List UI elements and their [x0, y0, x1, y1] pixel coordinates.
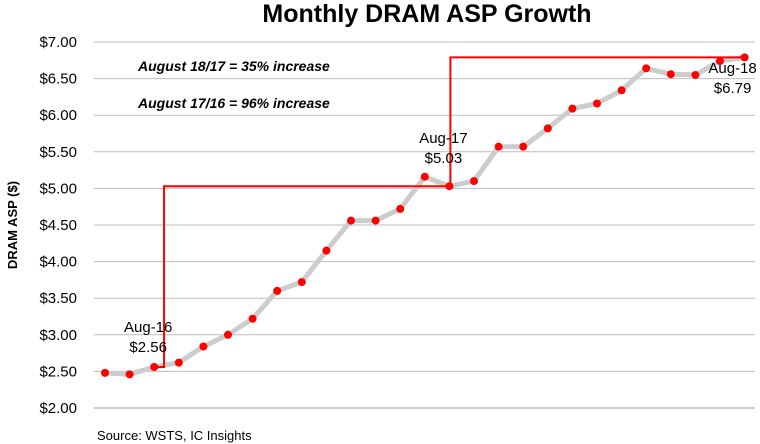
data-point: [224, 330, 232, 339]
data-point: [519, 142, 528, 151]
y-tick-label: $5.50: [39, 144, 77, 161]
data-point: [273, 286, 282, 295]
y-tick-label: $4.00: [39, 254, 77, 271]
data-point: [593, 99, 601, 108]
data-point: [716, 57, 724, 66]
data-label-value: $6.79: [714, 80, 752, 97]
data-point: [174, 358, 183, 367]
data-point: [322, 246, 331, 255]
y-tick-label: $5.00: [39, 180, 77, 197]
y-tick-label: $6.00: [39, 107, 77, 124]
data-point: [617, 86, 626, 95]
data-label-name: Aug-17: [419, 130, 467, 147]
data-point: [740, 53, 749, 62]
y-tick-label: $2.50: [39, 363, 77, 380]
data-point: [297, 278, 306, 287]
annotation-2017-vs-2016: August 17/16 = 96% increase: [137, 95, 330, 111]
y-tick-label: $7.00: [39, 34, 77, 51]
data-point: [470, 177, 478, 186]
data-point: [347, 216, 355, 225]
y-tick-label: $3.00: [39, 327, 77, 344]
annotation-2018-vs-2017: August 18/17 = 35% increase: [137, 58, 330, 74]
data-point: [125, 370, 134, 379]
y-tick-label: $3.50: [39, 290, 77, 307]
data-point: [371, 216, 380, 225]
data-point: [396, 204, 405, 213]
data-label-name: Aug-18: [708, 60, 756, 77]
y-tick-label: $6.50: [39, 71, 77, 88]
y-tick-label: $2.00: [39, 400, 77, 417]
data-point: [150, 363, 159, 372]
data-label-value: $2.56: [129, 339, 167, 356]
data-point: [691, 70, 700, 79]
y-axis-label: DRAM ASP ($): [5, 181, 20, 269]
data-point: [445, 182, 454, 191]
chart-title: Monthly DRAM ASP Growth: [262, 0, 591, 28]
source-note: Source: WSTS, IC Insights: [97, 428, 252, 443]
data-point: [666, 70, 675, 79]
data-point: [101, 368, 109, 377]
data-point: [199, 342, 208, 351]
data-point: [420, 172, 429, 181]
y-tick-label: $4.50: [39, 217, 77, 234]
data-label-name: Aug-16: [124, 319, 172, 336]
data-point: [248, 314, 257, 323]
y-tick-labels: $2.00 $2.50 $3.00 $3.50 $4.00 $4.50 $5.00 $5.50…: [39, 34, 77, 417]
data-point: [568, 104, 577, 113]
data-point: [494, 142, 503, 151]
data-markers: [101, 53, 749, 379]
step-line: [154, 56, 745, 369]
data-labels: Aug-16 $2.56 Aug-17 $5.03 Aug-18 $6.79: [124, 60, 757, 356]
data-point: [543, 124, 552, 133]
data-point: [642, 64, 651, 73]
data-label-value: $5.03: [425, 150, 463, 167]
gridlines: [94, 41, 755, 409]
